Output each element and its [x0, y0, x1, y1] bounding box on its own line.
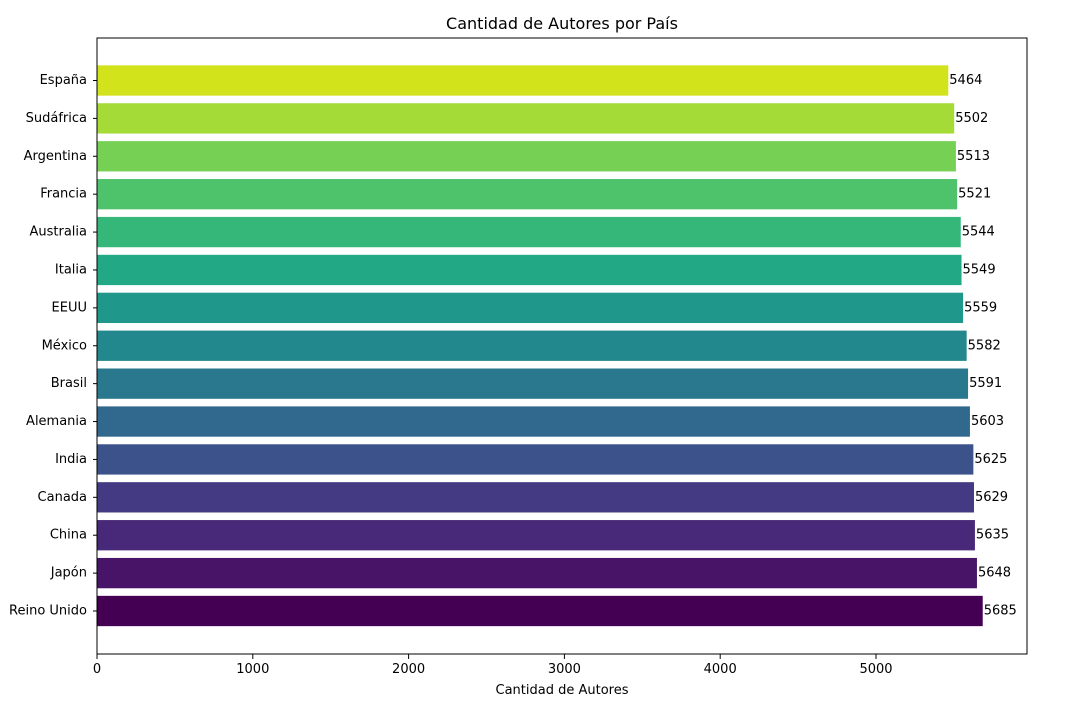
bar [97, 482, 974, 513]
plot-frame [96, 37, 1028, 655]
value-labels-layer: 5464 5502 5513 5521 5544 5549 5559 5582 5591 5603… [949, 73, 1017, 619]
bar [97, 103, 955, 134]
bar [97, 254, 962, 286]
x-axis-ticks-layer: 0 1000 2000 3000 4000 5000 [93, 654, 893, 677]
value-label: 5544 [962, 225, 995, 240]
category-label: Reino Unido [9, 604, 87, 619]
value-label: 5603 [971, 414, 1004, 429]
bar [97, 216, 961, 248]
bar [97, 595, 983, 627]
bar [97, 292, 964, 324]
value-label: 5521 [958, 187, 991, 202]
category-label: India [55, 452, 87, 467]
x-tick-label: 1000 [236, 662, 269, 677]
bar [97, 330, 967, 361]
bar [97, 368, 969, 399]
category-labels-layer: España Sudáfrica Argentina Francia Australia… [9, 73, 97, 619]
x-tick-label: 4000 [704, 662, 737, 677]
category-label: Japón [50, 566, 87, 581]
category-label: China [50, 528, 87, 543]
category-label: Sudáfrica [26, 111, 87, 126]
value-label: 5502 [955, 111, 988, 126]
value-label: 5685 [984, 604, 1017, 619]
bar [97, 444, 974, 475]
value-label: 5513 [957, 149, 990, 164]
chart-title: Cantidad de Autores por País [446, 14, 678, 33]
value-label: 5549 [963, 262, 996, 277]
bars-layer [97, 65, 983, 627]
value-label: 5629 [975, 490, 1008, 505]
category-label: Canada [38, 490, 87, 505]
value-label: 5635 [976, 528, 1009, 543]
bar [97, 141, 956, 172]
category-label: Francia [40, 187, 87, 202]
bar [97, 557, 977, 589]
category-label: España [40, 73, 87, 88]
category-label: Australia [29, 225, 87, 240]
x-axis-label: Cantidad de Autores [496, 683, 629, 698]
bar [97, 520, 975, 551]
value-label: 5591 [969, 376, 1002, 391]
bar [97, 179, 958, 210]
x-tick-label: 5000 [859, 662, 892, 677]
category-label: Italia [55, 262, 87, 277]
bar [97, 406, 970, 437]
value-label: 5625 [974, 452, 1007, 467]
category-label: EEUU [52, 300, 87, 315]
category-label: Argentina [24, 149, 87, 164]
category-label: Brasil [51, 376, 87, 391]
value-label: 5464 [949, 73, 982, 88]
bar [97, 65, 949, 96]
value-label: 5559 [964, 300, 997, 315]
x-tick-label: 2000 [392, 662, 425, 677]
value-label: 5582 [968, 338, 1001, 353]
category-label: México [42, 338, 87, 353]
category-label: Alemania [26, 414, 87, 429]
x-tick-label: 0 [93, 662, 101, 677]
x-tick-label: 3000 [548, 662, 581, 677]
value-label: 5648 [978, 566, 1011, 581]
